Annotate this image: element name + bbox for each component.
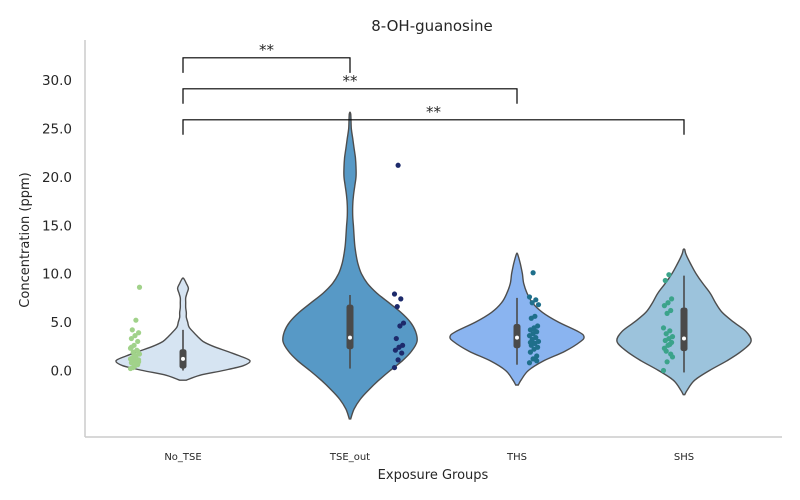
- strip-point-No_TSE: [136, 330, 142, 336]
- strip-point-THS: [531, 326, 537, 332]
- strip-point-THS: [535, 344, 541, 350]
- strip-point-TSE_out: [397, 323, 403, 329]
- y-tick-label: 20.0: [42, 170, 72, 186]
- strip-point-THS: [533, 297, 539, 303]
- strip-point-SHS: [664, 310, 670, 316]
- y-tick-label: 10.0: [42, 267, 72, 283]
- strip-point-SHS: [665, 300, 671, 306]
- y-tick-label: 5.0: [51, 315, 72, 331]
- y-axis-label: Concentration (ppm): [18, 172, 33, 307]
- strip-point-THS: [526, 294, 533, 300]
- strip-point-THS: [534, 358, 540, 364]
- median-THS: [515, 335, 519, 340]
- violins: [115, 111, 752, 420]
- strip-point-SHS: [669, 354, 676, 360]
- strip-point-No_TSE: [129, 327, 135, 333]
- strip-point-No_TSE: [136, 284, 143, 290]
- strip-points: [127, 162, 676, 374]
- strip-point-No_TSE: [128, 335, 134, 342]
- strip-point-TSE_out: [399, 350, 405, 356]
- strip-point-TSE_out: [395, 162, 401, 168]
- significance-bracket: [182, 119, 685, 135]
- x-tick-label: No_TSE: [164, 452, 201, 463]
- strip-point-TSE_out: [395, 357, 401, 363]
- violin-TSE_out: [282, 111, 418, 420]
- strip-point-THS: [526, 360, 533, 366]
- y-tick-label: 0.0: [51, 364, 72, 380]
- strip-point-No_TSE: [127, 356, 134, 362]
- strip-point-THS: [535, 323, 541, 329]
- strip-point-TSE_out: [400, 320, 407, 326]
- strip-point-SHS: [662, 277, 668, 284]
- y-tick-label: 15.0: [42, 218, 72, 234]
- strip-point-SHS: [669, 334, 676, 340]
- median-SHS: [682, 336, 686, 341]
- strip-point-SHS: [668, 307, 674, 314]
- significance-brackets: ** ** **: [182, 41, 685, 135]
- strip-point-THS: [530, 270, 536, 276]
- strip-point-SHS: [660, 325, 667, 331]
- strip-point-TSE_out: [394, 304, 400, 310]
- strip-point-SHS: [663, 331, 669, 337]
- strip-point-THS: [535, 302, 542, 308]
- strip-point-No_TSE: [132, 363, 138, 369]
- strip-point-THS: [527, 339, 534, 346]
- significance-label: **: [343, 72, 359, 90]
- strip-point-No_TSE: [133, 317, 139, 323]
- strip-point-THS: [535, 338, 542, 345]
- strip-point-THS: [527, 349, 534, 355]
- strip-point-SHS: [669, 296, 675, 302]
- strip-point-SHS: [661, 303, 668, 309]
- box-TSE_out: [346, 304, 354, 350]
- strip-point-No_TSE: [135, 338, 141, 345]
- strip-point-TSE_out: [391, 291, 398, 297]
- significance-bracket: [182, 88, 518, 104]
- strip-point-SHS: [660, 367, 667, 374]
- x-tick-label: THS: [506, 452, 527, 463]
- violin-No_TSE: [115, 277, 251, 381]
- strip-point-TSE_out: [392, 347, 398, 353]
- y-tick-labels: 0.0 5.0 10.0 15.0 20.0 25.0 30.0: [42, 73, 72, 379]
- strip-point-No_TSE: [136, 359, 142, 365]
- significance-label: **: [259, 41, 275, 59]
- strip-point-SHS: [666, 272, 672, 278]
- significance-bracket: [182, 57, 351, 73]
- strip-point-No_TSE: [135, 348, 141, 354]
- median-No_TSE: [181, 356, 185, 361]
- strip-point-THS: [533, 334, 539, 341]
- y-tick-label: 30.0: [42, 73, 72, 89]
- y-tick-label: 25.0: [42, 122, 72, 138]
- strip-point-SHS: [663, 348, 669, 354]
- strip-point-TSE_out: [393, 335, 399, 342]
- strip-point-No_TSE: [132, 333, 138, 339]
- x-tick-label: SHS: [674, 452, 694, 463]
- median-TSE_out: [348, 335, 352, 340]
- chart-title: 8-OH-guanosine: [371, 17, 493, 35]
- box-SHS: [680, 307, 688, 352]
- strip-point-TSE_out: [400, 342, 406, 348]
- strip-point-THS: [532, 313, 538, 319]
- x-axis-label: Exposure Groups: [378, 468, 489, 483]
- strip-point-THS: [529, 300, 535, 306]
- strip-point-SHS: [667, 341, 673, 347]
- strip-point-TSE_out: [398, 296, 404, 302]
- strip-point-No_TSE: [131, 352, 137, 358]
- strip-point-TSE_out: [391, 364, 398, 371]
- significance-label: **: [426, 103, 442, 121]
- x-tick-label: TSE_out: [329, 452, 370, 463]
- strip-point-SHS: [664, 359, 670, 365]
- x-tick-labels: No_TSE TSE_out THS SHS: [164, 452, 694, 463]
- strip-point-No_TSE: [128, 344, 134, 350]
- strip-point-SHS: [667, 328, 673, 334]
- strip-point-THS: [534, 353, 540, 359]
